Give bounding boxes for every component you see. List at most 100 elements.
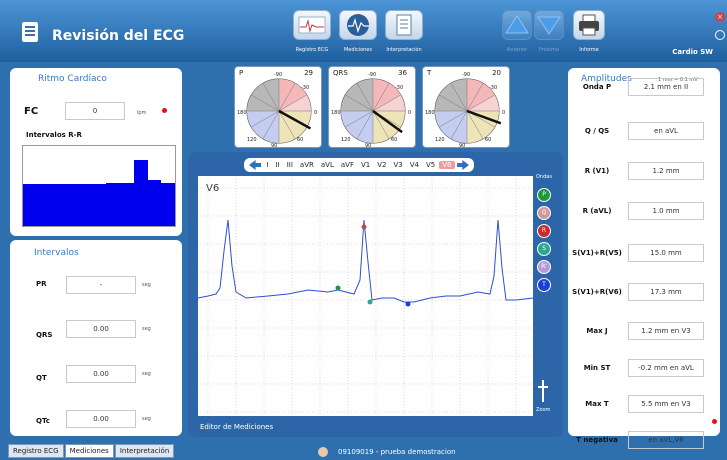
ecg-trace [198,176,533,416]
ritmo-title: Ritmo Cardíaco [38,74,107,84]
interpretacion-label: Interpretación [386,47,422,53]
amplitude-field[interactable]: en aVL [628,122,704,140]
axis-tick-label: -90 [368,72,376,78]
axis-dial-value: 20 [492,69,501,77]
qrs-unit: seg [142,326,151,332]
axis-dial-label: T [427,69,432,77]
ecg-trace-area[interactable]: V6 [198,176,533,416]
amplitude-label: Max J [586,327,608,335]
mediciones-button[interactable] [339,10,377,40]
amplitudes-panel: Amplitudes 1 mm = 0.1 mV Onda P 2.1 mm en… [568,68,720,449]
lead-tab[interactable]: V5 [425,161,436,169]
amplitude-field[interactable]: 1.0 mm [628,202,704,220]
lead-tab[interactable]: V6 [438,161,455,169]
lead-prev-arrow-icon[interactable] [249,160,261,170]
lead-tab[interactable]: aVF [340,161,354,169]
patient-label: 09109019 - prueba demostracion [338,448,456,456]
lead-tab[interactable]: V2 [377,161,387,169]
amplitude-label: Onda P [582,83,612,91]
arrow-down-icon [537,16,561,35]
onda-button[interactable]: S [537,242,551,256]
registro-ecg-button[interactable] [293,10,331,40]
axis-dial-value: 36 [398,69,407,77]
lead-next-arrow-icon[interactable] [456,160,469,170]
qrs-field[interactable]: 0.00 [66,320,136,338]
informe-button[interactable] [573,10,605,40]
amplitude-field[interactable]: 1.2 mm [628,162,704,180]
p-wave-marker[interactable] [335,285,341,291]
rr-bar [78,184,92,226]
amplitude-label: R (V1) [584,167,610,175]
pr-unit: seg [142,282,151,288]
ritmo-panel: Ritmo Cardíaco FC 0 lpm Intervalos R-R [10,68,182,236]
qtc-field[interactable]: 0.00 [66,410,136,428]
lead-tab[interactable]: V3 [393,161,403,169]
fc-field[interactable]: 0 [65,102,125,120]
intervalos-title: Intervalos [34,248,79,258]
rr-bar [51,184,65,226]
close-icon[interactable]: × [715,12,725,22]
tab-mediciones[interactable]: Mediciones [64,444,114,458]
heart-pulse-icon [347,14,369,36]
axis-dial-graphic: -90 -30 0 180 120 90 60 [237,72,317,149]
rr-bar [106,183,120,226]
zoom-label: Zoom [536,407,551,413]
lead-tab[interactable]: aVR [299,161,314,169]
tab-interpretacion[interactable]: Interpretación [114,444,175,458]
amplitude-field[interactable]: 2.1 mm en II [628,78,704,96]
axis-dial-t: T 20 -90 -30 0 180 120 90 60 [422,66,510,149]
axis-tick-label: -30 [301,85,309,91]
printer-icon [579,14,599,36]
axis-dial-graphic: -90 -30 0 180 120 90 60 [331,72,411,149]
anterior-button[interactable] [502,10,532,40]
lead-tab[interactable]: V4 [409,161,419,169]
onda-button[interactable]: P [537,188,551,202]
axis-tick-label: 0 [502,110,505,116]
zoom-icon[interactable] [536,378,550,404]
s-wave-marker[interactable] [367,299,373,305]
axis-tick-label: 90 [459,143,465,149]
ecg-editor: I II III aVR aVL aVF V1 V2 V3 V4 V5 V6 V6 Editor de… [188,152,563,437]
axis-tick-label: 120 [247,137,257,143]
intervalos-panel: Intervalos PR - seg QRS 0.00 seg QT 0.00… [10,240,182,436]
pr-label: PR [36,280,47,288]
lead-tab[interactable]: I [266,161,269,169]
pr-field[interactable]: - [66,276,136,294]
tab-registro-ecg[interactable]: Registro ECG [8,444,64,458]
onda-button[interactable]: R' [537,260,551,274]
lead-tab[interactable]: aVL [320,161,334,169]
lead-tab[interactable]: III [286,161,293,169]
axis-dial-graphic: -90 -30 0 180 120 90 60 [425,72,505,149]
onda-button[interactable]: R [537,224,551,238]
axis-tick-label: 180 [331,110,341,116]
ondas-title: Ondas [536,174,552,180]
qt-field[interactable]: 0.00 [66,365,136,383]
axis-dial-label: P [239,69,244,77]
axis-tick-label: -90 [274,72,282,78]
amplitude-scale: 1 mm = 0.1 mV [658,77,698,83]
lead-tab[interactable]: V1 [360,161,371,169]
mediciones-label: Mediciones [343,47,372,53]
r-wave-marker[interactable] [361,224,367,230]
proximo-button[interactable] [534,10,564,40]
bottom-tabs: Registro ECG Mediciones Interpretación [8,444,175,458]
onda-button[interactable]: T [537,278,551,292]
axis-tick-label: 90 [271,143,277,149]
onda-button[interactable]: Q [537,206,551,220]
amplitude-field[interactable]: 17.3 mm [628,283,704,301]
axis-tick-label: 60 [297,137,303,143]
editor-footer: Editor de Mediciones [200,423,274,431]
lead-tab[interactable]: II [275,161,280,169]
axis-tick-label: -30 [395,85,403,91]
interpretacion-button[interactable] [385,10,423,40]
t-negativa-alert-indicator [712,419,717,424]
axis-tick-label: 90 [365,143,371,149]
settings-icon[interactable] [715,30,725,40]
amplitude-field[interactable]: 5.5 mm en V3 [628,395,704,413]
amplitude-field[interactable]: -0.2 mm en aVL [628,359,704,377]
rr-bar [64,184,78,226]
t-wave-marker[interactable] [405,301,411,307]
amplitude-field[interactable]: en aVL,V6 [628,431,704,449]
amplitude-field[interactable]: 15.0 mm [628,244,704,262]
amplitude-field[interactable]: 1.2 mm en V3 [628,322,704,340]
